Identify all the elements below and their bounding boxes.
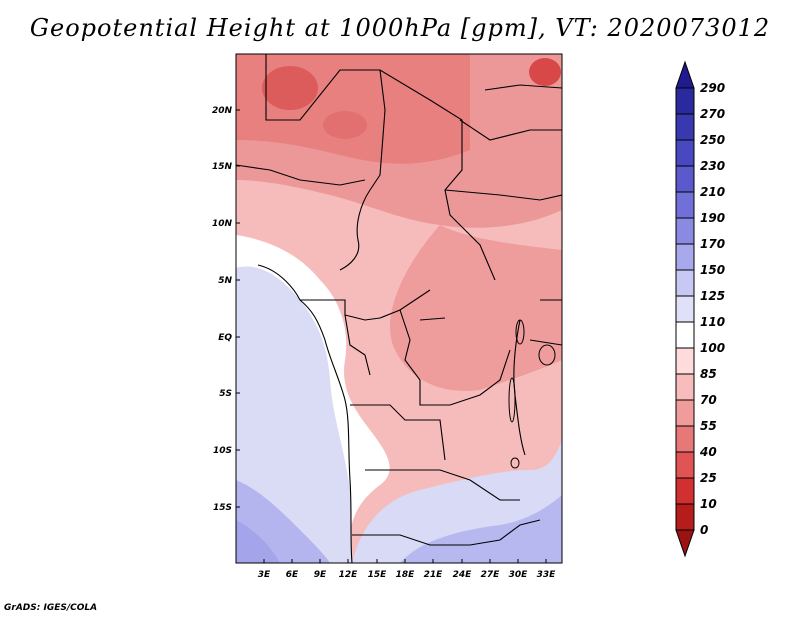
lon-label: 15E [368, 570, 388, 580]
colorbar-swatch [675, 269, 695, 297]
colorbar-label: 190 [700, 211, 725, 225]
colorbar-label: 110 [700, 315, 725, 329]
colorbar-label: 10 [700, 497, 717, 511]
colorbar-label: 25 [700, 471, 717, 485]
lat-label: 10N [212, 219, 233, 229]
grads-credit: GrADS: IGES/COLA [4, 603, 98, 613]
colorbar-swatch [675, 399, 695, 427]
lat-label: 15S [213, 503, 232, 513]
colorbar-swatch [675, 87, 695, 115]
lon-label: 33E [537, 570, 557, 580]
colorbar-swatch [675, 113, 695, 141]
lat-label: 5N [218, 276, 232, 286]
lon-label: 21E [424, 570, 444, 580]
field-south-deep [400, 495, 562, 563]
colorbar-swatch [675, 321, 695, 349]
lat-label: 20N [212, 106, 233, 116]
colorbar-swatch [675, 243, 695, 271]
colorbar-label: 70 [700, 393, 717, 407]
colorbar-swatch [675, 295, 695, 323]
colorbar-swatch [675, 477, 695, 505]
map-panel [236, 54, 562, 563]
lakes [419, 317, 556, 469]
map-title: Geopotential Height at 1000hPa [gpm], VT… [29, 14, 771, 42]
lon-label: 30E [509, 570, 529, 580]
field-max-central [323, 111, 367, 139]
colorbar-label: 85 [700, 367, 717, 381]
colorbar-label: 210 [700, 185, 725, 199]
field-southwest-deeper [236, 520, 280, 563]
colorbar-swatch [675, 451, 695, 479]
lon-label: 18E [396, 570, 416, 580]
colorbar-swatch [675, 373, 695, 401]
colorbar-swatch [675, 191, 695, 219]
lat-label: EQ [218, 333, 232, 343]
colorbar-swatch [675, 503, 695, 531]
colorbar-label: 55 [700, 419, 717, 433]
colorbar-label: 40 [699, 445, 717, 459]
lat-label: 15N [212, 162, 233, 172]
lon-label: 3E [258, 570, 271, 580]
colorbar-label: 0 [700, 523, 708, 537]
borders [236, 54, 562, 563]
lon-label: 27E [481, 570, 501, 580]
colorbar-swatch [675, 217, 695, 245]
field-ocean [236, 266, 352, 563]
colorbar-label: 250 [700, 133, 725, 147]
colorbar-swatch [675, 425, 695, 453]
lon-labels: 3E 6E 9E 12E 15E 18E 21E 24E 27E 30E 33E [258, 570, 556, 580]
colorbar-label: 150 [700, 263, 725, 277]
lon-label: 9E [314, 570, 327, 580]
lat-label: 5S [219, 389, 232, 399]
map-frame [235, 53, 563, 564]
axis-ticks [236, 109, 547, 563]
field-max-west [262, 66, 318, 110]
field-east-interior [390, 225, 562, 391]
colorbar-label: 100 [700, 341, 725, 355]
colorbar-swatch [675, 347, 695, 375]
lon-label: 6E [286, 570, 299, 580]
colorbar-swatch [675, 165, 695, 193]
colorbar-label: 125 [700, 289, 725, 303]
colorbar: 2902702502302101901701501251101008570554… [675, 60, 725, 558]
colorbar-cap-bottom [675, 529, 695, 558]
lat-labels: 20N 15N 10N 5N EQ 5S 10S 15S [212, 106, 233, 513]
colorbar-cap-top [675, 60, 695, 89]
lat-label: 10S [213, 446, 232, 456]
colorbar-label: 270 [700, 107, 725, 121]
lon-label: 24E [453, 570, 473, 580]
colorbar-label: 290 [700, 81, 725, 95]
colorbar-label: 230 [700, 159, 725, 173]
lon-label: 12E [339, 570, 359, 580]
colorbar-swatch [675, 139, 695, 167]
colorbar-label: 170 [700, 237, 725, 251]
field-max-east [529, 58, 561, 86]
